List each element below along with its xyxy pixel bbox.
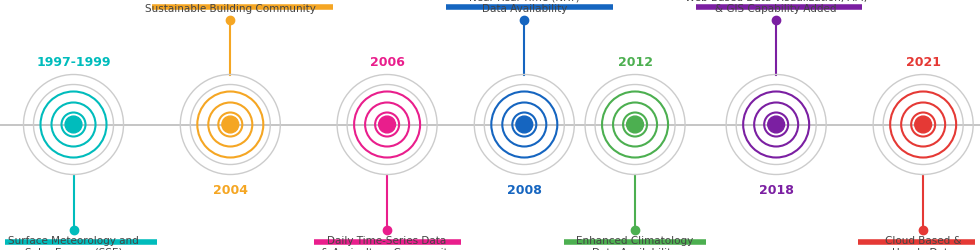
Circle shape — [221, 117, 239, 133]
Circle shape — [767, 117, 785, 133]
Text: Enhanced Climatology
Data Availability: Enhanced Climatology Data Availability — [576, 236, 694, 250]
Circle shape — [626, 117, 644, 133]
Circle shape — [914, 117, 932, 133]
Circle shape — [515, 117, 533, 133]
Text: 2012: 2012 — [617, 56, 653, 69]
Text: Daily Time-Series Data
& Agriculture Community: Daily Time-Series Data & Agriculture Com… — [320, 236, 454, 250]
Text: 1997-1999: 1997-1999 — [36, 56, 111, 69]
Text: 2008: 2008 — [507, 183, 542, 196]
Text: 2018: 2018 — [759, 183, 794, 196]
Text: Sustainable Building Community: Sustainable Building Community — [145, 4, 316, 15]
Text: 2021: 2021 — [906, 56, 941, 69]
Text: Surface Meteorology and
Solar Energy (SSE): Surface Meteorology and Solar Energy (SS… — [8, 236, 139, 250]
Circle shape — [65, 117, 82, 133]
Text: 2006: 2006 — [369, 56, 405, 69]
Text: Near Real Time (NRT)
Data Availability: Near Real Time (NRT) Data Availability — [468, 0, 580, 14]
Circle shape — [378, 117, 396, 133]
Text: Web-Based Data Visualization, API,
& GIS Capability Added: Web-Based Data Visualization, API, & GIS… — [685, 0, 867, 14]
Text: Cloud Based &
Hourly Data: Cloud Based & Hourly Data — [885, 236, 961, 250]
Text: 2004: 2004 — [213, 183, 248, 196]
